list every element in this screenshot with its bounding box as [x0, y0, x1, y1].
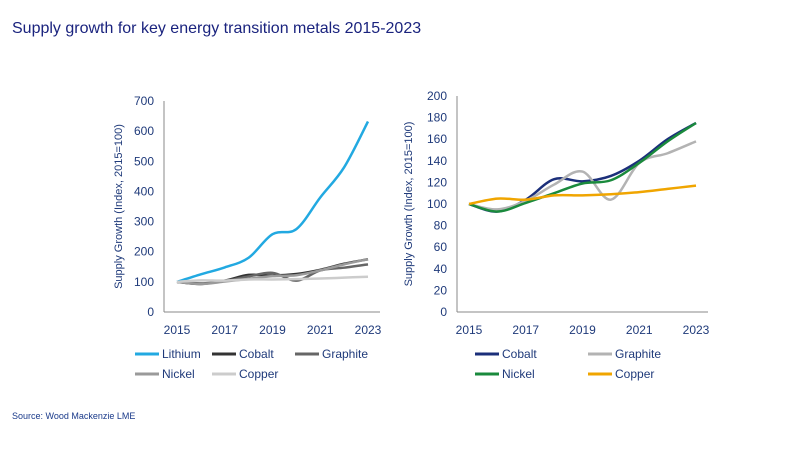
y-tick-label: 100 — [427, 197, 447, 211]
x-tick-label: 2015 — [164, 323, 191, 337]
y-tick-label: 400 — [134, 184, 154, 198]
y-tick-label: 120 — [427, 175, 447, 189]
chart-title: Supply growth for key energy transition … — [12, 20, 422, 37]
y-tick-label: 500 — [134, 154, 154, 168]
y-tick-label: 40 — [434, 262, 448, 276]
chart-1: 0 100 200 300 400 500 600 700 2015 2017 2019 2021 20… — [113, 94, 382, 381]
legend-label-graphite: Graphite — [322, 347, 368, 361]
series-line-graphite — [468, 140, 697, 211]
y-axis-label: Supply Growth (Index, 2015=100) — [403, 122, 415, 287]
y-tick-label: 600 — [134, 124, 154, 138]
y-tick-label: 700 — [134, 94, 154, 108]
x-tick-label: 2015 — [456, 323, 483, 337]
y-tick-label: 60 — [434, 240, 448, 254]
x-tick-label: 2017 — [512, 323, 539, 337]
x-tick-label: 2021 — [626, 323, 653, 337]
legend-label-cobalt: Cobalt — [239, 347, 274, 361]
y-tick-label: 200 — [134, 245, 154, 259]
series-line-copper — [468, 184, 697, 206]
y-tick-label: 100 — [134, 275, 154, 289]
y-tick-label: 200 — [427, 89, 447, 103]
legend-label-cobalt: Cobalt — [502, 347, 537, 361]
y-tick-label: 160 — [427, 132, 447, 146]
y-tick-label: 80 — [434, 219, 448, 233]
series-line-nickel — [468, 121, 697, 213]
chart-2: 0 20 40 60 80 100 120 140 160 180 200 2015 2017 2019 2… — [403, 89, 710, 381]
legend-label-graphite: Graphite — [615, 347, 661, 361]
source-note: Source: Wood Mackenzie LME — [12, 411, 136, 421]
legend-label-nickel: Nickel — [162, 367, 195, 381]
series-line-copper — [176, 275, 369, 284]
y-tick-label: 140 — [427, 154, 447, 168]
x-tick-label: 2023 — [355, 323, 382, 337]
x-tick-label: 2019 — [259, 323, 286, 337]
y-tick-label: 180 — [427, 111, 447, 125]
legend-label-copper: Copper — [239, 367, 278, 381]
y-tick-label: 300 — [134, 215, 154, 229]
x-tick-label: 2023 — [683, 323, 710, 337]
legend-label-nickel: Nickel — [502, 367, 535, 381]
legend-label-lithium: Lithium — [162, 347, 201, 361]
y-tick-label: 0 — [440, 305, 447, 319]
series-line-lithium — [176, 120, 370, 284]
y-tick-label: 20 — [434, 283, 448, 297]
y-axis-label: Supply Growth (Index, 2015=100) — [113, 124, 125, 289]
y-tick-label: 0 — [147, 305, 154, 319]
x-tick-label: 2017 — [211, 323, 238, 337]
legend-label-copper: Copper — [615, 367, 654, 381]
x-tick-label: 2021 — [307, 323, 334, 337]
series-line-nickel — [176, 258, 369, 286]
x-tick-label: 2019 — [569, 323, 596, 337]
